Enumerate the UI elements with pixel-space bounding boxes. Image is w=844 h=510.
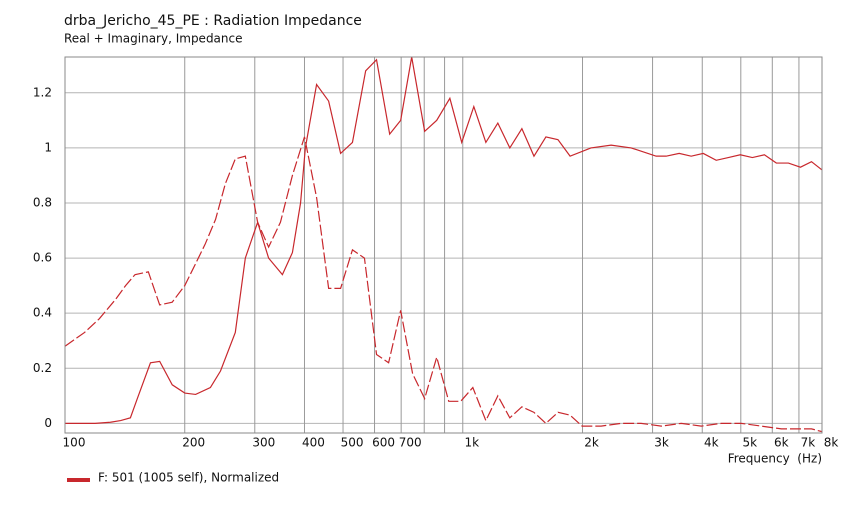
y-tick-label: 0.8 [33, 195, 52, 209]
chart-title: drba_Jericho_45_PE : Radiation Impedance [64, 13, 362, 29]
x-tick-label: 6k [774, 436, 789, 450]
y-tick-label: 0 [44, 416, 52, 430]
plot-frame [64, 56, 823, 434]
y-tick-label: 0.2 [33, 361, 52, 375]
chart-subtitle: Real + Imaginary, Impedance [64, 32, 243, 46]
y-tick-label: 0.4 [33, 306, 52, 320]
x-tick-label: 400 [302, 436, 325, 450]
x-tick-label: 500 [341, 436, 364, 450]
tick-labels: 0 0.2 0.4 0.6 0.8 1 1.2 100 200 300 400 500 600 700 1k… [33, 85, 838, 449]
x-tick-label: 2k [584, 436, 599, 450]
x-axis-label: Frequency (Hz) [728, 452, 822, 466]
plot-lines [64, 56, 823, 433]
x-tick-label: 100 [63, 436, 86, 450]
data-line [64, 136, 823, 433]
x-tick-label: 3k [654, 436, 669, 450]
x-tick-label: 700 [399, 436, 422, 450]
x-tick-label: 5k [743, 436, 758, 450]
x-tick-label: 7k [801, 436, 816, 450]
y-tick-label: 1 [44, 140, 52, 154]
legend-label: F: 501 (1005 self), Normalized [98, 471, 279, 485]
x-tick-label: 200 [182, 436, 205, 450]
x-tick-label: 4k [704, 436, 719, 450]
x-tick-label: 300 [252, 436, 275, 450]
x-tick-label: 8k [824, 436, 839, 450]
y-tick-label: 0.6 [33, 251, 52, 265]
x-tick-label: 1k [464, 436, 479, 450]
data-line [65, 56, 823, 424]
y-tick-label: 1.2 [33, 85, 52, 99]
x-tick-label: 600 [372, 436, 395, 450]
